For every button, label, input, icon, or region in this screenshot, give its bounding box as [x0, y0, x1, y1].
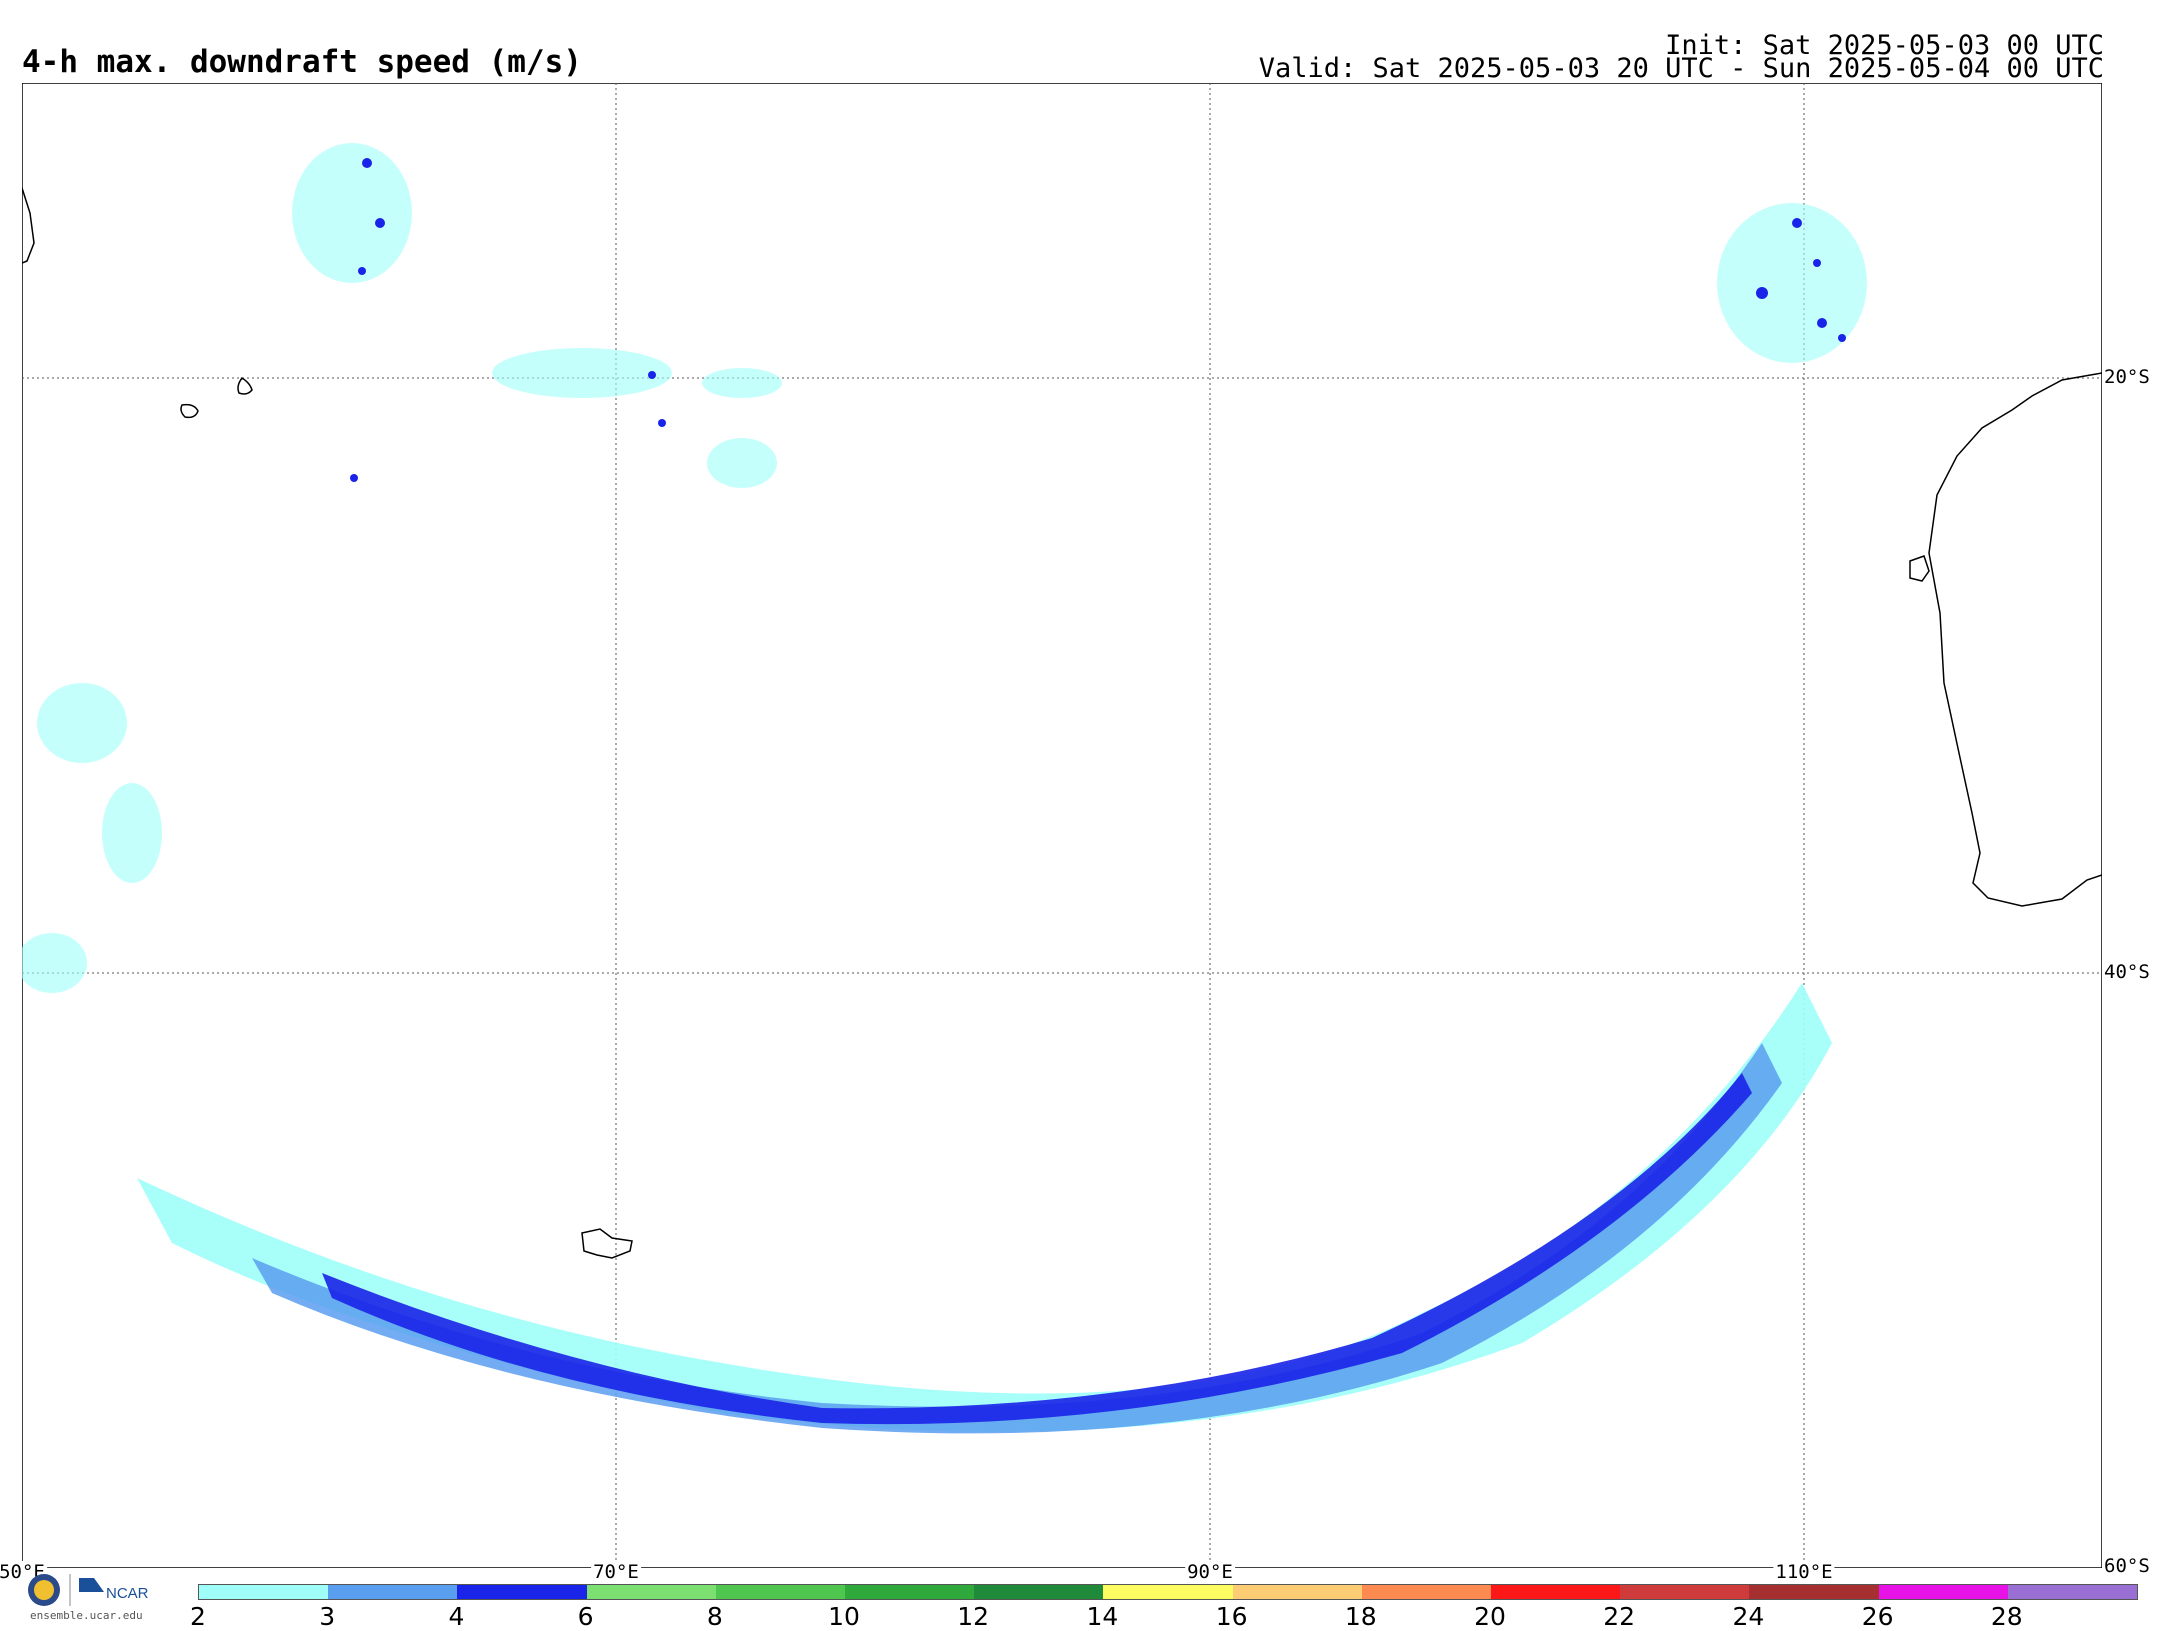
colorbar-segment [974, 1585, 1104, 1599]
colorbar-segment [1620, 1585, 1750, 1599]
map-frame [22, 83, 2102, 1568]
colorbar-label: 16 [1215, 1602, 1248, 1631]
lat-label-60s: 60°S [2104, 1555, 2150, 1577]
colorbar-segment [586, 1585, 716, 1599]
colorbar-segment [199, 1585, 329, 1599]
colorbar-segment [1749, 1585, 1879, 1599]
lat-label-40s: 40°S [2104, 961, 2150, 983]
site-link[interactable]: ensemble.ucar.edu [30, 1609, 143, 1622]
lon-label-110e: 110°E [1773, 1561, 1835, 1583]
colorbar-segment [845, 1585, 975, 1599]
init-time: Init: Sat 2025-05-03 00 UTC [1665, 30, 2104, 61]
downdraft-arc [137, 983, 1832, 1434]
colorbar-label: 18 [1344, 1602, 1377, 1631]
colorbar-label: 2 [190, 1602, 206, 1631]
graticule [22, 83, 2102, 1568]
colorbar-segment [1232, 1585, 1362, 1599]
colorbar-segment [328, 1585, 458, 1599]
valid-time: Valid: Sat 2025-05-03 20 UTC - Sun 2025-… [1258, 53, 2104, 84]
colorbar-label: 8 [706, 1602, 723, 1631]
colorbar-label: 12 [957, 1602, 990, 1631]
colorbar-label: 14 [1086, 1602, 1119, 1631]
lon-label-70e: 70°E [591, 1561, 641, 1583]
coastline [22, 187, 2102, 1259]
colorbar [198, 1584, 2138, 1600]
colorbar-label: 24 [1732, 1602, 1765, 1631]
colorbar-segment [457, 1585, 587, 1599]
colorbar-segment [1878, 1585, 2008, 1599]
colorbar-segment [1103, 1585, 1233, 1599]
lon-label-90e: 90°E [1185, 1561, 1235, 1583]
logo-text: NCAR [106, 1585, 149, 1602]
colorbar-segment [715, 1585, 846, 1599]
colorbar-label: 3 [319, 1602, 336, 1631]
colorbar-label: 4 [448, 1602, 465, 1631]
colorbar-segment [2007, 1585, 2138, 1599]
lat-label-20s: 20°S [2104, 366, 2150, 388]
ncar-logo [28, 1574, 104, 1606]
colorbar-segment [1491, 1585, 1621, 1599]
colorbar-label: 22 [1603, 1602, 1636, 1631]
convective-cells [22, 143, 1867, 993]
map-title: 4-h max. downdraft speed (m/s) [22, 44, 582, 80]
colorbar-label: 6 [577, 1602, 594, 1631]
colorbar-label: 20 [1474, 1602, 1506, 1631]
colorbar-label: 26 [1861, 1602, 1894, 1631]
colorbar-label: 10 [828, 1602, 860, 1631]
colorbar-segment [1361, 1585, 1492, 1599]
colorbar-label: 28 [1990, 1602, 2023, 1631]
